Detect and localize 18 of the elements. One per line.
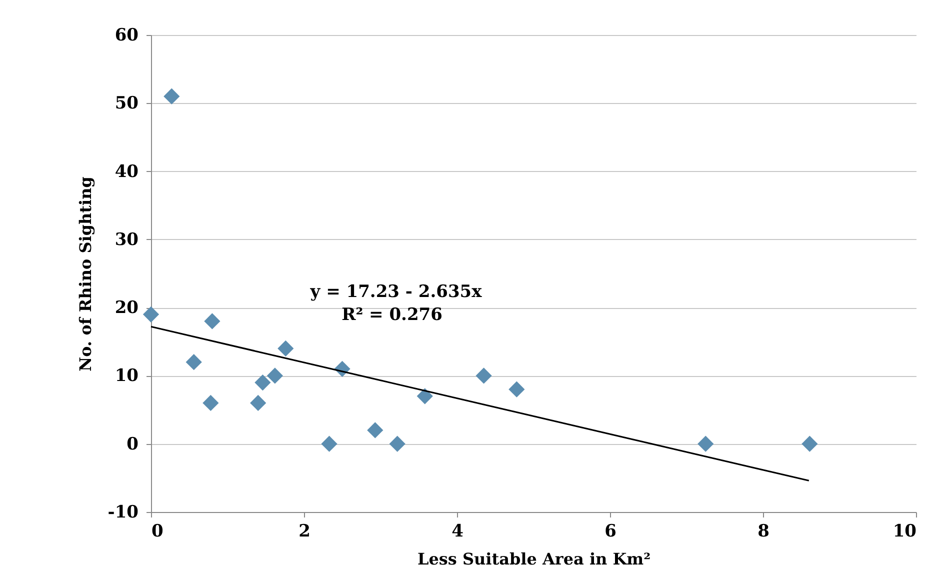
x-tick-label: 8 [758, 522, 770, 542]
y-tick-label: 20 [114, 298, 139, 318]
y-tick-label: -10 [108, 502, 139, 522]
y-tick-label: 60 [114, 26, 139, 46]
y-tick-label: 40 [114, 162, 139, 182]
x-tick-label: 6 [604, 522, 616, 542]
y-tick-label: 10 [114, 366, 139, 386]
x-tick-label: 10 [892, 522, 917, 542]
x-tick-label: 4 [452, 522, 464, 542]
annotation: R² = 0.276 [342, 305, 442, 325]
y-tick-label: 50 [114, 94, 139, 114]
y-tick-label: 0 [126, 434, 139, 454]
y-tick-label: 30 [114, 230, 139, 250]
x-tick-label: 2 [298, 522, 310, 542]
annotation: y = 17.23 - 2.635x [309, 282, 483, 302]
x-tick-label: 0 [152, 522, 164, 542]
y-axis-title: No. of Rhino Sighting [76, 176, 95, 372]
x-axis-title: Less Suitable Area in Km² [417, 550, 651, 568]
